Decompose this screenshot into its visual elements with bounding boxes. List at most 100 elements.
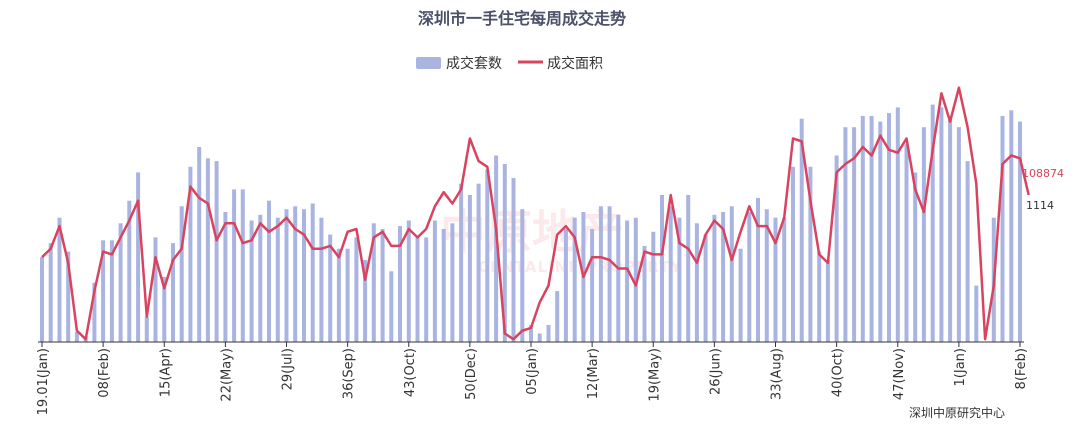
bar <box>380 229 385 342</box>
bar <box>162 277 167 342</box>
bar <box>223 212 228 342</box>
bar <box>686 195 691 342</box>
bar <box>738 248 743 342</box>
x-tick-label: 26(Jun) <box>708 348 723 395</box>
chart-title: 深圳市一手住宅每周成交走势 <box>418 9 626 28</box>
bar <box>913 172 918 342</box>
bar-end-label: 1114 <box>1026 199 1054 212</box>
bar <box>590 229 595 342</box>
bar <box>791 166 795 342</box>
bar <box>721 212 726 342</box>
bar <box>782 217 787 342</box>
bar <box>887 113 891 342</box>
x-tick-label: 36(Sep) <box>342 348 357 399</box>
line-series <box>41 86 1030 341</box>
bar <box>904 144 909 342</box>
bar <box>118 223 123 342</box>
x-tick-label: 1(Jan) <box>953 348 968 386</box>
bar <box>668 206 673 342</box>
x-tick-label: 12(Mar) <box>586 348 601 399</box>
bar <box>284 209 289 342</box>
bar <box>101 240 106 342</box>
bar <box>275 217 280 342</box>
x-tick-label: 15(Apr) <box>158 348 173 397</box>
bar <box>345 248 350 342</box>
bar <box>441 229 446 342</box>
bar <box>319 217 324 342</box>
bar <box>974 285 979 342</box>
bar <box>240 189 245 342</box>
bar <box>808 166 813 342</box>
bar <box>293 206 298 342</box>
bar <box>642 245 647 342</box>
bar <box>660 195 664 342</box>
x-tick-label: 33(Aug) <box>770 348 785 400</box>
bar <box>633 217 638 342</box>
bar <box>232 189 237 342</box>
bar <box>764 209 769 342</box>
bar <box>354 237 359 342</box>
watermark-main: 中原地产 <box>440 205 624 259</box>
bar <box>74 331 79 342</box>
bar <box>956 127 961 342</box>
x-tick-label: 19.01(Jan) <box>36 348 51 415</box>
x-tick-label: 43(Oct) <box>403 348 418 397</box>
bar <box>799 118 804 342</box>
bar <box>511 178 516 342</box>
x-tick-label: 22(May) <box>219 348 234 402</box>
bar <box>773 217 778 342</box>
bar <box>747 212 752 342</box>
bar-series <box>40 104 1022 343</box>
legend: 成交套数 成交面积 <box>416 55 603 72</box>
bar <box>1018 121 1022 342</box>
bar <box>48 243 53 342</box>
bar <box>703 234 708 342</box>
bar <box>371 223 376 342</box>
bar <box>563 229 568 342</box>
x-tick-label: 50(Dec) <box>464 348 479 400</box>
bar <box>939 107 944 343</box>
bar <box>214 161 219 342</box>
bar <box>153 237 158 342</box>
bar <box>607 206 612 342</box>
bar <box>92 282 97 342</box>
x-tick-label: 47(Nov) <box>892 348 907 400</box>
bar <box>825 260 830 342</box>
legend-bar-label: 成交套数 <box>446 55 502 72</box>
bar <box>546 325 551 342</box>
bar <box>520 209 525 342</box>
bar <box>572 217 577 342</box>
bar <box>258 214 263 342</box>
bar <box>336 248 341 342</box>
bar <box>869 115 874 343</box>
bar <box>136 172 141 342</box>
bar <box>625 220 630 342</box>
bar <box>424 237 429 342</box>
source-label: 深圳中原研究中心 <box>909 405 1005 420</box>
bar <box>555 291 560 342</box>
bar <box>197 147 202 342</box>
bar <box>476 183 481 342</box>
bar <box>40 257 44 342</box>
bar <box>171 243 175 342</box>
bar <box>965 161 970 342</box>
bar <box>459 183 464 342</box>
bar <box>415 237 420 342</box>
bar <box>302 209 306 342</box>
bar <box>529 325 533 342</box>
x-tick-label: 05(Jan) <box>525 348 540 395</box>
bar <box>179 206 184 342</box>
bar <box>205 158 210 342</box>
x-tick-label: 40(Oct) <box>831 348 846 397</box>
bar <box>817 251 822 342</box>
bar <box>398 226 402 342</box>
bar <box>109 240 114 342</box>
legend-bar-swatch <box>416 57 441 69</box>
bar <box>895 107 900 343</box>
legend-line-label: 成交面积 <box>547 55 603 72</box>
bar <box>267 200 271 342</box>
bar <box>406 220 411 342</box>
bar <box>485 169 490 342</box>
bar <box>834 155 839 342</box>
